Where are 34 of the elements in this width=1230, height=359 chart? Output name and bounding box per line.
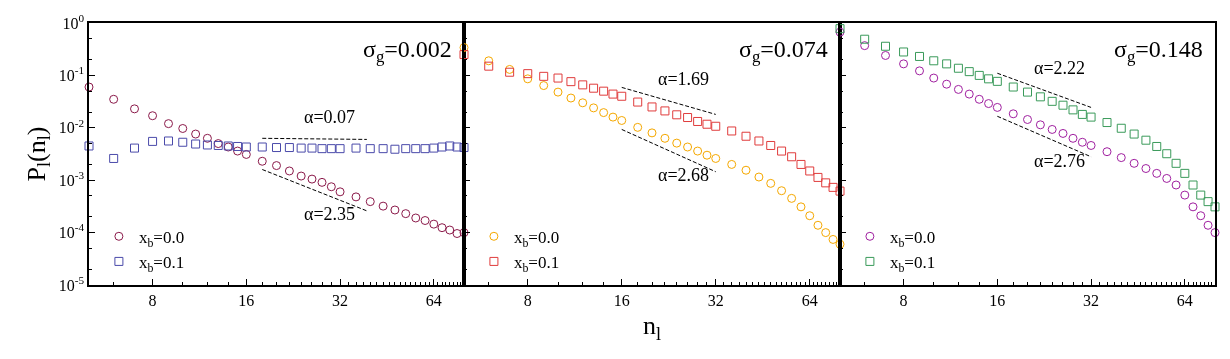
y-tick-label: 10$^{-3}$: [58, 169, 85, 189]
x-tick-label: 16: [238, 291, 255, 309]
x-tick-label: 64: [1176, 291, 1193, 309]
x-tick-label: 64: [801, 291, 818, 309]
y-tick-label: 10$^{0}$: [62, 11, 85, 32]
series-label: α=2.22: [1034, 58, 1086, 78]
legend-label: x$_{b}$=0.0: [889, 227, 936, 250]
x-tick-label: 32: [332, 291, 349, 309]
x-tick-label: 32: [707, 291, 724, 309]
y-tick-label: 10$^{-4}$: [58, 221, 85, 242]
annotation: σ$_{g}$=0.148: [1114, 36, 1203, 67]
legend-label: x$_{b}$=0.1: [513, 253, 560, 275]
series-label: α=2.35: [304, 204, 356, 224]
series-label: α=1.69: [658, 69, 710, 89]
legend-label: x$_{b}$=0.0: [138, 227, 185, 250]
x-tick-label: 64: [425, 291, 442, 309]
y-tick-label: 10$^{-1}$: [58, 64, 85, 84]
y-tick-label: 10$^{-5}$: [58, 273, 85, 294]
x-tick-label: 16: [989, 291, 1006, 309]
legend-label: x$_{b}$=0.0: [513, 227, 560, 250]
series-label: α=0.07: [304, 107, 356, 127]
series-label: α=2.68: [658, 165, 710, 185]
x-tick-label: 8: [523, 291, 532, 309]
x-tick-label: 8: [148, 291, 157, 309]
x-tick-label: 8: [899, 291, 908, 309]
annotation: σ$_{g}$=0.002: [363, 36, 452, 67]
x-axis-title: n$_{l}$: [642, 311, 662, 344]
annotation: σ$_{g}$=0.074: [739, 36, 828, 67]
x-tick-label: 16: [613, 291, 630, 309]
x-tick-label: 32: [1083, 291, 1100, 309]
y-tick-label: 10$^{-2}$: [58, 116, 85, 137]
series-label: α=2.76: [1034, 151, 1086, 171]
legend-label: x$_{b}$=0.1: [138, 253, 185, 275]
legend-label: x$_{b}$=0.1: [889, 253, 936, 275]
